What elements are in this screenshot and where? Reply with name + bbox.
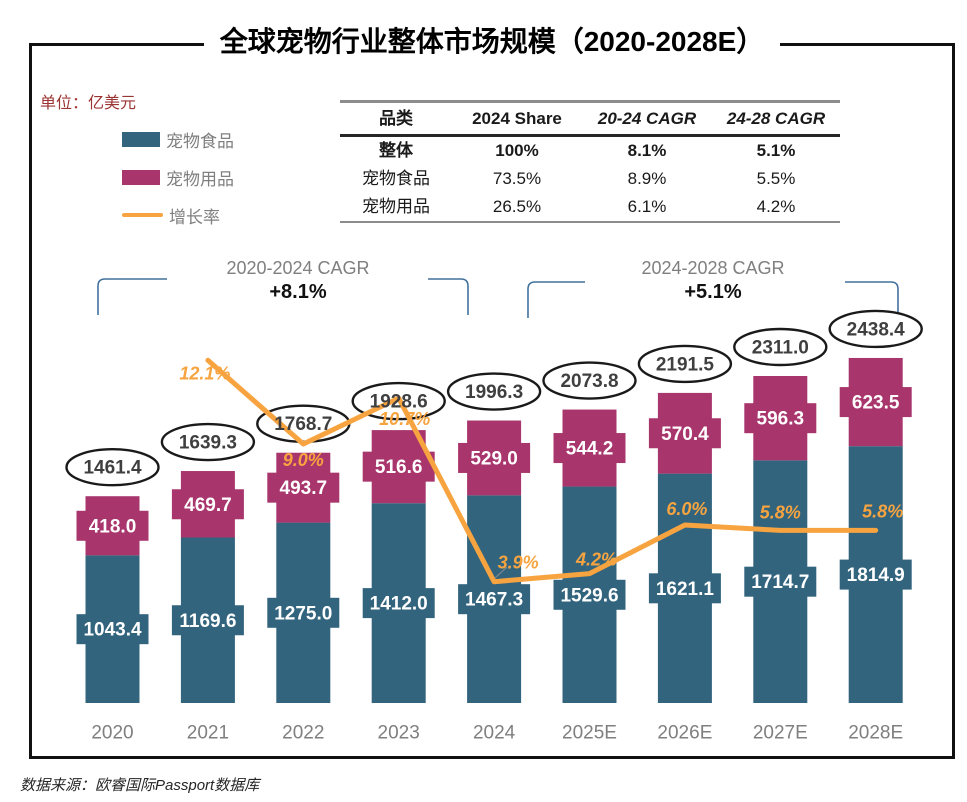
cagr-annotation-2024-2028: 2024-2028 CAGR +5.1% xyxy=(588,258,838,304)
table-cell: 5.5% xyxy=(756,169,796,188)
table-header: 2024 Share xyxy=(452,103,582,137)
table-cell: 整体 xyxy=(379,141,413,160)
cagr-annotation-2020-2024: 2020-2024 CAGR +8.1% xyxy=(173,258,423,304)
table-cell: 宠物用品 xyxy=(362,197,430,216)
title-row: 全球宠物行业整体市场规模（2020-2028E） xyxy=(29,21,955,63)
table-cell: 8.9% xyxy=(627,169,667,188)
legend: 宠物食品 宠物用品 增长率 xyxy=(122,128,234,242)
cagr-value: +5.1% xyxy=(684,281,742,303)
cagr-period-label: 2024-2028 CAGR xyxy=(641,258,785,278)
table-cell: 73.5% xyxy=(492,169,542,188)
table-cell: 8.1% xyxy=(627,141,667,160)
legend-item-growth-rate: 增长率 xyxy=(122,204,234,227)
legend-label: 增长率 xyxy=(169,207,220,227)
pet-food-swatch-icon xyxy=(122,131,160,147)
summary-table: 品类 2024 Share 20-24 CAGR 24-28 CAGR 整体 1… xyxy=(340,100,840,223)
page-title: 全球宠物行业整体市场规模（2020-2028E） xyxy=(203,21,781,63)
table-cell: 100% xyxy=(495,141,539,160)
table-cell: 4.2% xyxy=(756,197,796,216)
table-cell: 26.5% xyxy=(492,197,542,216)
table-cell: 5.1% xyxy=(756,141,796,160)
table-header: 品类 xyxy=(340,103,452,137)
legend-item-pet-supplies: 宠物用品 xyxy=(122,166,234,189)
legend-label: 宠物食品 xyxy=(166,131,234,151)
source-note: 数据来源：欧睿国际Passport数据库 xyxy=(20,777,260,794)
growth-line-swatch-icon xyxy=(122,213,163,217)
cagr-value: +8.1% xyxy=(269,281,327,303)
legend-label: 宠物用品 xyxy=(166,169,234,189)
table-header: 24-28 CAGR xyxy=(712,103,840,137)
pet-supplies-swatch-icon xyxy=(122,169,160,185)
table-cell: 6.1% xyxy=(627,197,667,216)
unit-label: 单位：亿美元 xyxy=(40,95,137,112)
cagr-period-label: 2020-2024 CAGR xyxy=(226,258,370,278)
table-header: 20-24 CAGR xyxy=(582,103,712,137)
table-cell: 宠物食品 xyxy=(362,169,430,188)
legend-item-pet-food: 宠物食品 xyxy=(122,128,234,151)
